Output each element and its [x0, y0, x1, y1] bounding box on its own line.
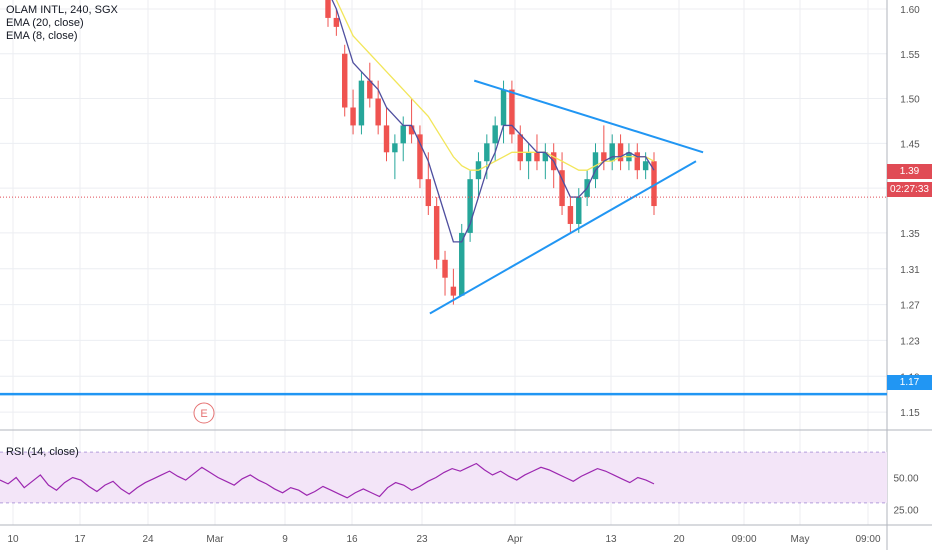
- ema8-legend[interactable]: EMA (8, close): [6, 30, 78, 42]
- candle-body: [500, 89, 507, 126]
- symbol-legend: OLAM INTL, 240, SGX EMA (20, close) EMA …: [6, 4, 118, 43]
- time-tick-label: Mar: [206, 534, 224, 545]
- price-tick-label: 1.23: [900, 336, 920, 347]
- time-tick-label: 10: [7, 534, 19, 545]
- candle-body: [408, 125, 415, 135]
- level-label: 1.17: [899, 377, 920, 388]
- candle-body: [350, 107, 356, 126]
- rsi-label: RSI (14, close): [6, 446, 79, 458]
- countdown-label: 02:27:33: [890, 184, 929, 195]
- event-marker: [193, 402, 215, 424]
- candle-body: [425, 179, 432, 207]
- rsi-legend[interactable]: RSI (14, close): [6, 446, 79, 459]
- last-price-tag: 1.39: [887, 164, 932, 179]
- candle-body: [358, 80, 365, 126]
- candle-body: [467, 179, 473, 233]
- candle-body: [442, 259, 448, 278]
- candle-body: [417, 134, 423, 180]
- price-tick-label: 1.31: [900, 265, 920, 276]
- candle-body: [492, 125, 498, 144]
- rsi-band: [0, 452, 887, 503]
- candle-body: [375, 98, 381, 126]
- candle-body: [459, 232, 465, 296]
- candle-body: [367, 80, 373, 99]
- time-tick-label: 09:00: [855, 534, 880, 545]
- candle-body: [392, 143, 398, 153]
- price-tick-label: 1.27: [900, 301, 920, 312]
- candle-body: [450, 286, 457, 296]
- ema20-legend[interactable]: EMA (20, close): [6, 17, 84, 29]
- candle-body: [642, 161, 649, 171]
- time-tick-label: 9: [282, 534, 288, 545]
- candle-body: [383, 125, 390, 153]
- candle-body: [559, 170, 565, 207]
- countdown-tag: 02:27:33: [887, 182, 932, 197]
- candle-body: [525, 152, 532, 162]
- price-tick-label: 1.15: [900, 408, 920, 419]
- rsi-tick-label: 25.00: [893, 505, 918, 516]
- price-tick-label: 1.50: [900, 95, 920, 106]
- price-tick-label: 1.55: [900, 50, 920, 61]
- candle-body: [433, 206, 440, 260]
- time-tick-label: May: [791, 534, 810, 545]
- candle-body: [400, 125, 406, 144]
- candle-body: [609, 143, 615, 162]
- candle-body: [567, 206, 574, 224]
- symbol-line[interactable]: OLAM INTL, 240, SGX: [6, 4, 118, 16]
- rsi-line: [0, 462, 655, 499]
- price-tick-label: 1.60: [900, 5, 920, 16]
- time-tick-label: 13: [605, 534, 617, 545]
- time-tick-label: 17: [74, 534, 86, 545]
- candle-body: [651, 161, 657, 207]
- time-tick-label: 09:00: [731, 534, 756, 545]
- triangle-trendline: [473, 79, 704, 154]
- candle-body: [617, 143, 624, 162]
- candle-body: [542, 152, 549, 162]
- candle-body: [509, 89, 515, 135]
- price-tick-label: 1.45: [900, 139, 920, 150]
- candle-body: [484, 143, 490, 162]
- ema20-line: [335, 0, 655, 171]
- time-tick-label: 23: [416, 534, 428, 545]
- candle-body: [342, 53, 348, 108]
- last-price-label: 1.39: [899, 166, 920, 177]
- candle-body: [333, 17, 340, 27]
- candle-body: [517, 134, 523, 162]
- rsi-tick-label: 50.00: [893, 474, 918, 485]
- candle-body: [325, 0, 331, 18]
- time-tick-label: Apr: [507, 534, 523, 545]
- time-tick-label: 16: [346, 534, 358, 545]
- ema8-line: [331, 0, 655, 243]
- candle-body: [534, 152, 540, 162]
- time-tick-label: 20: [673, 534, 685, 545]
- time-tick-label: 24: [142, 534, 154, 545]
- event-marker-label: E: [200, 408, 207, 420]
- price-tick-label: 1.35: [900, 229, 920, 240]
- candle-body: [634, 152, 640, 171]
- triangle-trendline: [429, 160, 697, 315]
- level-price-tag: 1.17: [887, 375, 932, 390]
- candle-body: [576, 197, 582, 224]
- candle-body: [601, 152, 607, 162]
